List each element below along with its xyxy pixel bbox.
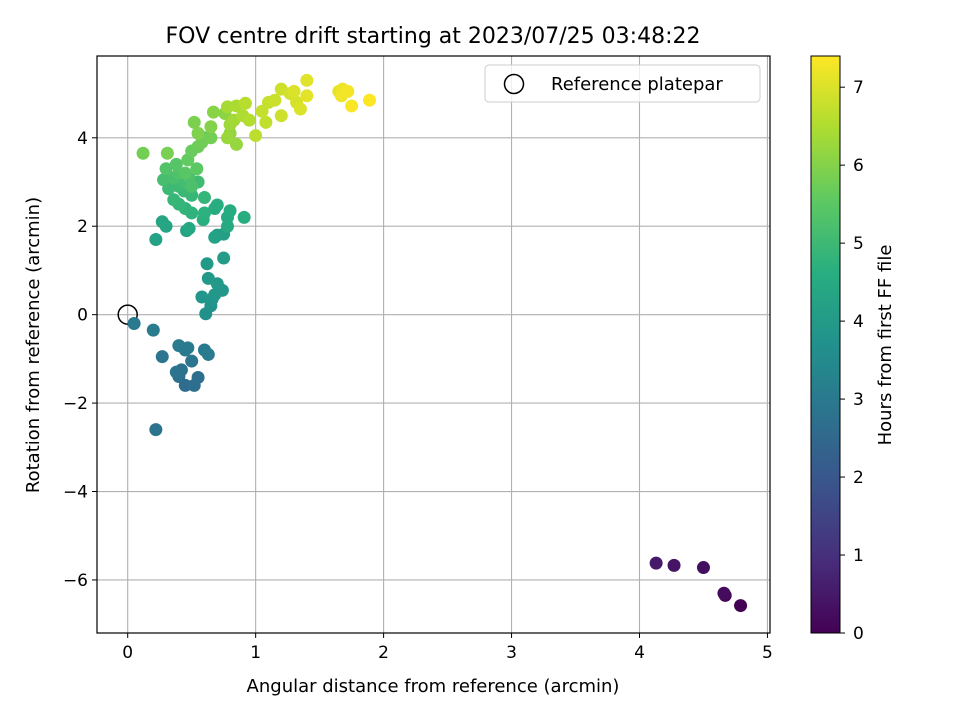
data-point: [717, 586, 731, 600]
data-point: [201, 271, 215, 285]
legend-box: [484, 64, 761, 103]
data-point: [696, 561, 710, 575]
data-point: [300, 73, 314, 87]
data-point: [187, 115, 201, 129]
legend-label-reference: Reference platepar: [551, 74, 723, 95]
colorbar-tick-label: 2: [853, 468, 864, 488]
data-point: [667, 558, 681, 572]
data-point: [191, 370, 205, 384]
data-point: [178, 166, 192, 180]
colorbar-ticks: 0 1 2 3 4 5 6 7: [840, 78, 864, 644]
colorbar-tick-label: 4: [853, 312, 864, 332]
data-point: [734, 599, 748, 613]
data-point: [167, 193, 181, 207]
data-point: [169, 157, 183, 171]
data-point: [191, 126, 205, 140]
legend: Reference platepar: [484, 64, 761, 103]
data-point: [208, 230, 222, 244]
data-point: [274, 109, 288, 123]
data-point: [149, 232, 163, 246]
data-point: [127, 316, 141, 330]
data-point: [204, 131, 218, 145]
data-point: [185, 179, 199, 193]
data-point: [217, 251, 231, 265]
x-tick-label: 0: [122, 643, 133, 663]
data-point: [182, 221, 196, 235]
data-point: [159, 162, 173, 176]
y-tick-label: −2: [63, 394, 88, 414]
data-point: [293, 102, 307, 116]
data-point: [249, 129, 263, 143]
data-point: [238, 96, 252, 110]
colorbar-label: Hours from first FF file: [875, 245, 896, 446]
y-axis-label: Rotation from reference (arcmin): [23, 197, 44, 493]
data-point: [201, 347, 215, 361]
data-point: [178, 378, 192, 392]
x-tick-label: 4: [634, 643, 645, 663]
data-point: [223, 204, 237, 218]
data-point: [157, 173, 171, 187]
data-point: [178, 343, 192, 357]
x-tick-label: 3: [506, 643, 517, 663]
chart-title: FOV centre drift starting at 2023/07/25 …: [166, 24, 701, 49]
x-axis-label: Angular distance from reference (arcmin): [247, 676, 620, 697]
data-point: [242, 113, 256, 127]
y-axis-ticks: −6 −4 −2 0 2 4: [63, 129, 97, 591]
x-tick-label: 2: [378, 643, 389, 663]
data-point: [190, 162, 204, 176]
plot-frame: [96, 55, 771, 634]
data-point: [345, 99, 359, 113]
colorbar-tick-label: 0: [853, 624, 864, 644]
data-point: [185, 354, 199, 368]
data-point: [136, 146, 150, 160]
data-point: [195, 290, 209, 304]
data-point: [210, 198, 224, 212]
data-points: [127, 73, 748, 613]
x-tick-label: 1: [250, 643, 261, 663]
y-tick-label: −4: [63, 483, 88, 503]
data-point: [160, 146, 174, 160]
data-point: [341, 84, 355, 98]
y-tick-label: 2: [77, 217, 88, 237]
data-point: [268, 93, 282, 107]
colorbar-tick-label: 3: [853, 390, 864, 410]
data-point: [206, 105, 220, 119]
data-point: [287, 84, 301, 98]
data-point: [159, 219, 173, 233]
data-point: [229, 137, 243, 151]
data-point: [200, 257, 214, 271]
x-axis-ticks: 0 1 2 3 4 5: [122, 633, 773, 663]
legend-reference-marker: [503, 73, 525, 95]
data-point: [221, 131, 235, 145]
colorbar-tick-label: 1: [853, 546, 864, 566]
data-point: [259, 115, 273, 129]
colorbar-tick-label: 5: [853, 234, 864, 254]
data-point: [155, 350, 169, 364]
data-point: [197, 190, 211, 204]
data-point: [363, 93, 377, 107]
data-point: [197, 206, 211, 220]
data-point: [300, 89, 314, 103]
data-point: [169, 365, 183, 379]
colorbar: 0 1 2 3 4 5 6 7 Hours from first FF file: [810, 55, 896, 644]
data-point: [237, 210, 251, 224]
y-tick-label: 0: [77, 306, 88, 326]
colorbar-tick-label: 7: [853, 78, 864, 98]
data-point: [204, 120, 218, 134]
y-tick-label: 4: [77, 129, 88, 149]
data-point: [146, 323, 160, 337]
data-point: [149, 423, 163, 437]
x-tick-label: 5: [762, 643, 773, 663]
colorbar-gradient: [810, 55, 841, 634]
data-point: [649, 556, 663, 570]
colorbar-tick-label: 6: [853, 156, 864, 176]
y-tick-label: −6: [63, 571, 88, 591]
